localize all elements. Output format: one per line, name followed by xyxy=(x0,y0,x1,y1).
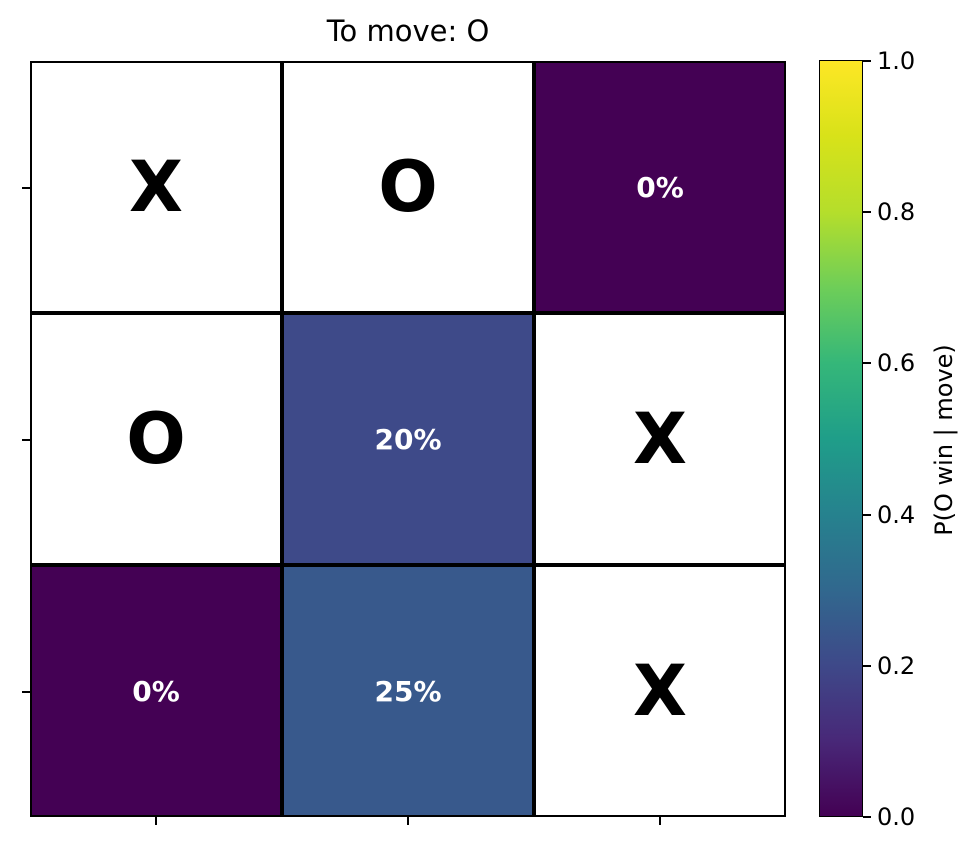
colorbar-tick xyxy=(863,60,871,62)
x-axis-tick xyxy=(659,817,661,825)
cell-mark: O xyxy=(378,146,438,228)
x-axis-tick xyxy=(155,817,157,825)
cell-probability-label: 0% xyxy=(636,170,684,204)
cell-r1c3[interactable]: 0% xyxy=(534,61,786,313)
colorbar-tick-label: 0.8 xyxy=(877,198,916,226)
cell-r3c2[interactable]: 25% xyxy=(282,565,534,817)
colorbar xyxy=(819,60,863,817)
cell-mark: X xyxy=(129,146,183,228)
y-axis-tick xyxy=(22,691,30,693)
colorbar-tick-label: 0.4 xyxy=(877,501,916,529)
y-axis-tick xyxy=(22,187,30,189)
colorbar-tick-label: 1.0 xyxy=(877,47,916,75)
cell-r3c1[interactable]: 0% xyxy=(30,565,282,817)
colorbar-tick xyxy=(863,514,871,516)
y-axis-tick xyxy=(22,439,30,441)
cell-probability-label: 20% xyxy=(374,422,442,456)
cell-mark: X xyxy=(633,398,687,480)
colorbar-tick xyxy=(863,211,871,213)
x-axis-tick xyxy=(407,817,409,825)
colorbar-tick xyxy=(863,665,871,667)
cell-mark: X xyxy=(633,650,687,732)
cell-r1c2: O xyxy=(282,61,534,313)
cell-r2c3: X xyxy=(534,313,786,565)
cell-r1c1: X xyxy=(30,61,282,313)
cell-r2c2[interactable]: 20% xyxy=(282,313,534,565)
colorbar-tick xyxy=(863,362,871,364)
colorbar-tick xyxy=(863,816,871,818)
cell-mark: O xyxy=(126,398,186,480)
colorbar-tick-label: 0.0 xyxy=(877,803,916,831)
colorbar-tick-label: 0.6 xyxy=(877,349,916,377)
colorbar-tick-label: 0.2 xyxy=(877,652,916,680)
cell-probability-label: 0% xyxy=(132,674,180,708)
board-title: To move: O xyxy=(326,14,490,48)
cell-probability-label: 25% xyxy=(374,674,442,708)
cell-r3c3: X xyxy=(534,565,786,817)
colorbar-label: P(O win | move) xyxy=(930,344,958,536)
cell-r2c1: O xyxy=(30,313,282,565)
game-board: X O 0% O 20% X 0% 25% X xyxy=(30,61,786,817)
